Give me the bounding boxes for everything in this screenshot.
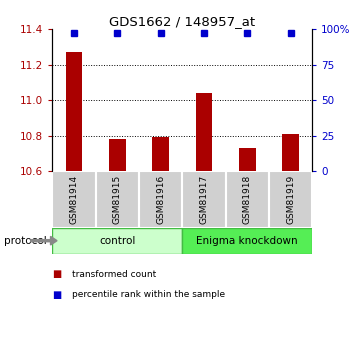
Text: ■: ■: [52, 290, 62, 300]
Bar: [282, 134, 299, 171]
Text: percentile rank within the sample: percentile rank within the sample: [72, 290, 225, 299]
Bar: [152, 137, 169, 171]
Bar: [239, 148, 256, 171]
Text: ■: ■: [52, 269, 62, 279]
Bar: [52, 228, 182, 254]
Text: GSM81919: GSM81919: [286, 175, 295, 224]
Text: control: control: [99, 236, 135, 246]
Text: GSM81915: GSM81915: [113, 175, 122, 224]
Bar: [109, 139, 126, 171]
Title: GDS1662 / 148957_at: GDS1662 / 148957_at: [109, 15, 255, 28]
Text: GSM81914: GSM81914: [70, 175, 78, 224]
Text: GSM81916: GSM81916: [156, 175, 165, 224]
Bar: [226, 171, 269, 228]
Bar: [139, 171, 182, 228]
Bar: [182, 228, 312, 254]
Text: GSM81917: GSM81917: [200, 175, 208, 224]
Text: GSM81918: GSM81918: [243, 175, 252, 224]
Bar: [66, 52, 82, 171]
Bar: [52, 171, 96, 228]
Text: Enigma knockdown: Enigma knockdown: [196, 236, 298, 246]
Text: protocol: protocol: [4, 236, 46, 246]
Text: transformed count: transformed count: [72, 270, 156, 279]
Bar: [96, 171, 139, 228]
Bar: [196, 93, 212, 171]
Bar: [182, 171, 226, 228]
Bar: [269, 171, 312, 228]
